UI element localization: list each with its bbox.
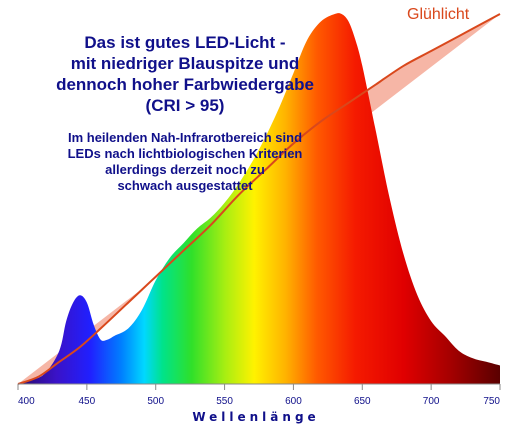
headline-line: dennoch hoher Farbwiedergabe [56,75,314,94]
incandescent-line [17,13,501,385]
headline-line: mit niedriger Blauspitze und [70,54,300,73]
chart-subtext: Im heilenden Nah-Infrarotbereich sind LE… [0,130,370,194]
subtext-line: Im heilenden Nah-Infrarotbereich sind [67,130,303,145]
x-tick-label: 500 [147,396,164,407]
headline-line: (CRI > 95) [145,96,225,115]
x-tick-label: 750 [483,396,500,407]
x-tick-label: 700 [423,396,440,407]
x-tick-label: 400 [18,396,35,407]
headline-line: Das ist gutes LED-Licht - [84,33,286,52]
subtext-line: allerdings derzeit noch zu [105,162,265,177]
x-tick-label: 600 [285,396,302,407]
incandescent-series-label: Glühlicht [407,6,470,23]
x-tick-label: 650 [354,396,371,407]
subtext-line: LEDs nach lichtbiologischen Kriterien [67,146,303,161]
led-spectrum-area [18,13,500,384]
x-tick-label: 450 [79,396,96,407]
x-tick-label: 550 [216,396,233,407]
chart-headline: Das ist gutes LED-Licht - mit niedriger … [0,32,370,116]
subtext-line: schwach ausgestattet [117,178,253,193]
x-axis-label: Wellenlänge [192,410,320,424]
